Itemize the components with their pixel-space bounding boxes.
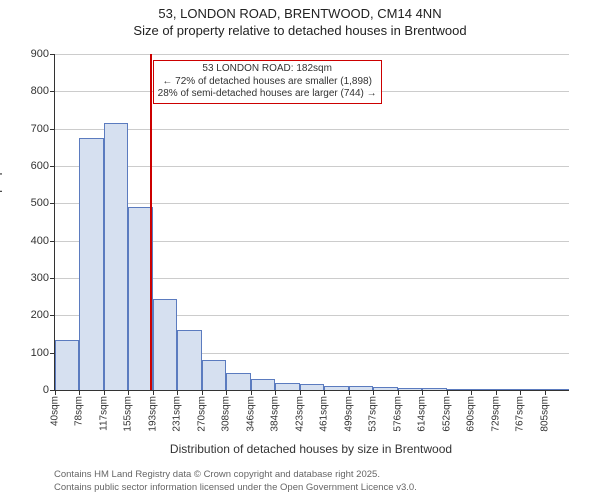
xtick-label: 652sqm (441, 396, 452, 432)
gridline (55, 129, 569, 130)
xtick-mark (373, 390, 374, 395)
histogram-bar (104, 123, 128, 390)
xtick-mark (398, 390, 399, 395)
histogram-bar (226, 373, 250, 390)
footer-attribution: Contains HM Land Registry data © Crown c… (54, 469, 417, 494)
histogram-bar (275, 383, 299, 390)
xtick-mark (226, 390, 227, 395)
xtick-mark (177, 390, 178, 395)
ytick-mark (50, 203, 55, 204)
xtick-mark (300, 390, 301, 395)
histogram-bar (471, 389, 495, 390)
ytick-label: 400 (31, 235, 49, 247)
xtick-mark (324, 390, 325, 395)
xtick-label: 40sqm (50, 396, 61, 426)
xtick-label: 461sqm (319, 396, 330, 432)
xtick-label: 270sqm (196, 396, 207, 432)
footer-line1: Contains HM Land Registry data © Crown c… (54, 469, 417, 481)
ytick-mark (50, 54, 55, 55)
histogram-bar (79, 138, 103, 390)
ytick-label: 0 (43, 384, 49, 396)
xtick-label: 231sqm (172, 396, 183, 432)
gridline (55, 203, 569, 204)
footer-line2: Contains public sector information licen… (54, 482, 417, 494)
xtick-mark (349, 390, 350, 395)
xtick-mark (104, 390, 105, 395)
histogram-bar (422, 388, 446, 390)
xtick-label: 499sqm (343, 396, 354, 432)
ytick-label: 700 (31, 123, 49, 135)
ytick-label: 800 (31, 85, 49, 97)
histogram-bar (202, 360, 226, 390)
xtick-label: 614sqm (417, 396, 428, 432)
xtick-mark (496, 390, 497, 395)
title-line2: Size of property relative to detached ho… (0, 23, 600, 40)
histogram-bar (177, 330, 201, 390)
xtick-label: 78sqm (74, 396, 85, 426)
ytick-label: 100 (31, 347, 49, 359)
reference-line (150, 54, 152, 390)
annotation-line2: ← 72% of detached houses are smaller (1,… (158, 76, 377, 89)
histogram-bar (373, 387, 397, 390)
y-axis-label: Number of detached properties (0, 139, 3, 304)
gridline (55, 166, 569, 167)
xtick-mark (447, 390, 448, 395)
xtick-mark (153, 390, 154, 395)
ytick-mark (50, 315, 55, 316)
xtick-label: 117sqm (98, 396, 109, 431)
histogram-bar (55, 340, 79, 390)
histogram-bar (251, 379, 275, 390)
xtick-mark (275, 390, 276, 395)
annotation-box: 53 LONDON ROAD: 182sqm← 72% of detached … (153, 60, 382, 104)
histogram-bar (398, 388, 422, 390)
xtick-label: 690sqm (466, 396, 477, 432)
ytick-mark (50, 241, 55, 242)
xtick-label: 537sqm (368, 396, 379, 432)
xtick-mark (202, 390, 203, 395)
histogram-bar (520, 389, 544, 390)
histogram-bar (447, 389, 471, 390)
xtick-label: 576sqm (392, 396, 403, 432)
xtick-label: 805sqm (539, 396, 550, 432)
xtick-label: 193sqm (147, 396, 158, 432)
x-axis-label: Distribution of detached houses by size … (54, 442, 568, 456)
xtick-mark (520, 390, 521, 395)
xtick-label: 423sqm (294, 396, 305, 432)
xtick-mark (79, 390, 80, 395)
histogram-bar (545, 389, 569, 390)
ytick-mark (50, 91, 55, 92)
xtick-mark (422, 390, 423, 395)
xtick-mark (251, 390, 252, 395)
xtick-mark (545, 390, 546, 395)
histogram-bar (324, 386, 348, 390)
ytick-label: 600 (31, 160, 49, 172)
annotation-line1: 53 LONDON ROAD: 182sqm (158, 63, 377, 76)
gridline (55, 54, 569, 55)
ytick-label: 900 (31, 48, 49, 60)
xtick-label: 384sqm (270, 396, 281, 432)
ytick-mark (50, 166, 55, 167)
xtick-label: 346sqm (245, 396, 256, 432)
ytick-mark (50, 278, 55, 279)
histogram-bar (300, 384, 324, 390)
annotation-line3: 28% of semi-detached houses are larger (… (158, 88, 377, 101)
title-line1: 53, LONDON ROAD, BRENTWOOD, CM14 4NN (0, 6, 600, 23)
xtick-mark (55, 390, 56, 395)
ytick-label: 500 (31, 197, 49, 209)
chart-title: 53, LONDON ROAD, BRENTWOOD, CM14 4NN Siz… (0, 0, 600, 40)
xtick-label: 729sqm (490, 396, 501, 432)
ytick-label: 200 (31, 309, 49, 321)
xtick-label: 308sqm (221, 396, 232, 432)
xtick-label: 767sqm (515, 396, 526, 432)
chart-container: 53, LONDON ROAD, BRENTWOOD, CM14 4NN Siz… (0, 0, 600, 500)
xtick-label: 155sqm (123, 396, 134, 432)
xtick-mark (471, 390, 472, 395)
ytick-mark (50, 129, 55, 130)
histogram-bar (496, 389, 520, 390)
ytick-label: 300 (31, 272, 49, 284)
histogram-bar (349, 386, 373, 390)
histogram-bar (153, 299, 177, 390)
plot-area: 010020030040050060070080090040sqm78sqm11… (54, 54, 569, 391)
xtick-mark (128, 390, 129, 395)
